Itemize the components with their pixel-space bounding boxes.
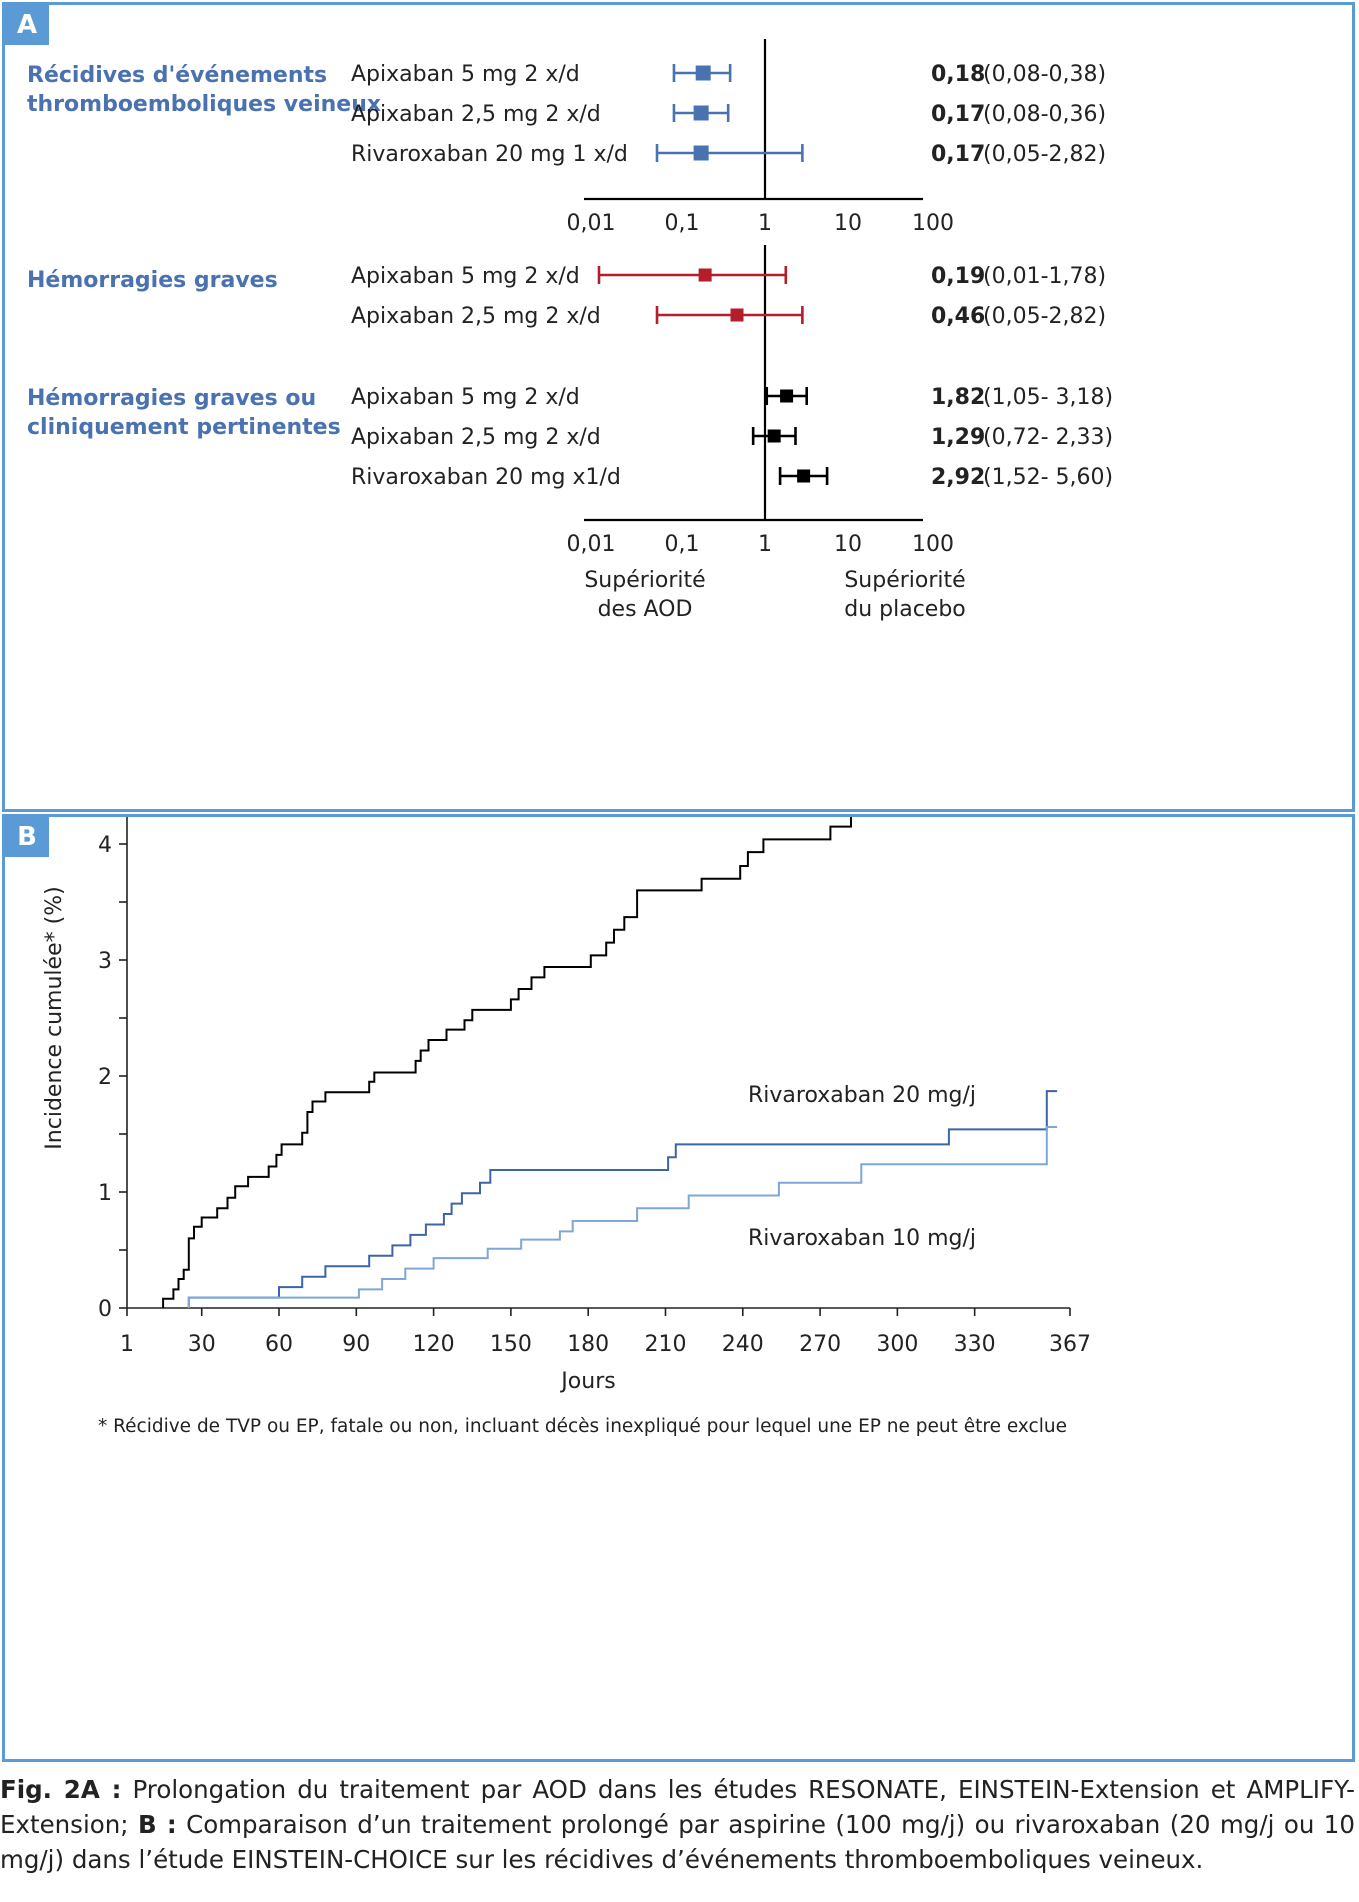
x-tick-label: 0,1 xyxy=(665,532,700,557)
panel-a-tag: A xyxy=(5,5,49,45)
row-label: Apixaban 2,5 mg 2 x/d xyxy=(351,102,601,127)
caption-label-b: B : xyxy=(137,1810,177,1839)
group-title: thromboemboliques veineux xyxy=(27,92,381,117)
y-tick-label: 4 xyxy=(98,833,112,858)
series-line-0 xyxy=(162,817,852,1308)
estimate-value: 1,82 xyxy=(931,385,985,410)
x-tick-label: 330 xyxy=(954,1332,996,1357)
x-tick-label: 100 xyxy=(912,211,954,236)
row-label: Rivaroxaban 20 mg 1 x/d xyxy=(351,142,628,167)
ci-value: (1,52- 5,60) xyxy=(983,465,1113,490)
forest-plot: 0,01 0,1 1 10 100 0,01 0,1 1 10 100 Supériorité des… xyxy=(27,39,1113,622)
estimate-value: 0,19 xyxy=(931,264,985,289)
estimate-marker xyxy=(693,105,709,121)
bottom-label-left: des AOD xyxy=(598,597,693,622)
x-tick-label: 100 xyxy=(912,532,954,557)
group-title: Hémorragies graves ou xyxy=(27,386,316,411)
x-tick-label: 300 xyxy=(876,1332,918,1357)
estimate-marker xyxy=(730,308,744,322)
x-tick-label: 0,01 xyxy=(567,532,616,557)
group-title: Récidives d'événements xyxy=(27,63,327,88)
group-title: cliniquement pertinentes xyxy=(27,415,341,440)
estimate-value: 2,92 xyxy=(931,465,985,490)
estimate-value: 0,17 xyxy=(931,102,985,127)
series-line-1 xyxy=(187,1090,1058,1308)
group-title: Hémorragies graves xyxy=(27,268,278,293)
series-label: Rivaroxaban 20 mg/j xyxy=(748,1083,976,1108)
row-label: Apixaban 2,5 mg 2 x/d xyxy=(351,304,601,329)
ci-value: (0,01-1,78) xyxy=(983,264,1106,289)
x-tick-label: 270 xyxy=(799,1332,841,1357)
caption-text-a: Prolongation du traitement par AOD dans … xyxy=(0,1775,1355,1839)
estimate-marker xyxy=(797,469,811,483)
estimate-marker xyxy=(695,65,711,81)
ci-value: (0,72- 2,33) xyxy=(983,425,1113,450)
ci-value: (0,08-0,36) xyxy=(983,102,1106,127)
estimate-value: 0,46 xyxy=(931,304,985,329)
bottom-label-left: Supériorité xyxy=(584,568,705,593)
x-tick-label: 210 xyxy=(644,1332,686,1357)
estimate-marker xyxy=(693,145,709,161)
estimate-marker xyxy=(780,389,794,403)
x-tick-label: 60 xyxy=(265,1332,293,1357)
x-tick-label: 30 xyxy=(188,1332,216,1357)
series-label: Rivaroxaban 10 mg/j xyxy=(748,1226,976,1251)
y-tick-label: 3 xyxy=(98,949,112,974)
x-tick-label: 1 xyxy=(758,211,772,236)
panel-b: B 01234513060901201501802102402703003303… xyxy=(2,814,1355,1762)
panel-b-tag: B xyxy=(5,817,49,857)
x-tick-label: 0,1 xyxy=(665,211,700,236)
x-tick-label: 1 xyxy=(758,532,772,557)
panel-a: A 0,01 0,1 1 10 100 0,01 0,1 1 10 100 Supériorité d… xyxy=(2,2,1355,812)
x-tick-label: 0,01 xyxy=(567,211,616,236)
x-tick-label: 240 xyxy=(722,1332,764,1357)
x-tick-label: 180 xyxy=(567,1332,609,1357)
x-tick-label: 120 xyxy=(413,1332,455,1357)
series-line-2 xyxy=(187,1126,1058,1308)
estimate-marker xyxy=(767,429,781,443)
x-tick-label: 10 xyxy=(834,211,862,236)
figure-caption: Fig. 2A : Prolongation du traitement par… xyxy=(0,1772,1355,1877)
ci-value: (1,05- 3,18) xyxy=(983,385,1113,410)
row-label: Apixaban 5 mg 2 x/d xyxy=(351,385,580,410)
ci-value: (0,05-2,82) xyxy=(983,142,1106,167)
y-tick-label: 1 xyxy=(98,1181,112,1206)
estimate-marker xyxy=(698,268,712,282)
incidence-step-chart: 0123451306090120150180210240270300330367… xyxy=(42,817,1091,1437)
x-tick-label: 367 xyxy=(1049,1332,1091,1357)
caption-fig-label: Fig. 2A : xyxy=(0,1775,122,1804)
y-tick-label: 2 xyxy=(98,1065,112,1090)
x-axis-label: Jours xyxy=(559,1369,615,1394)
estimate-value: 1,29 xyxy=(931,425,985,450)
x-tick-label: 1 xyxy=(120,1332,134,1357)
row-label: Apixaban 5 mg 2 x/d xyxy=(351,264,580,289)
ci-value: (0,08-0,38) xyxy=(983,62,1106,87)
y-tick-label: 0 xyxy=(98,1297,112,1322)
row-label: Rivaroxaban 20 mg x1/d xyxy=(351,465,621,490)
x-tick-label: 150 xyxy=(490,1332,532,1357)
x-tick-label: 10 xyxy=(834,532,862,557)
y-axis-label: Incidence cumulée* (%) xyxy=(42,886,67,1149)
estimate-value: 0,18 xyxy=(931,62,985,87)
footnote: * Récidive de TVP ou EP, fatale ou non, … xyxy=(98,1416,1067,1437)
bottom-label-right: du placebo xyxy=(844,597,966,622)
estimate-value: 0,17 xyxy=(931,142,985,167)
x-tick-label: 90 xyxy=(342,1332,370,1357)
caption-text-b: Comparaison d’un traitement prolongé par… xyxy=(0,1810,1355,1874)
bottom-label-right: Supériorité xyxy=(844,568,965,593)
ci-value: (0,05-2,82) xyxy=(983,304,1106,329)
row-label: Apixaban 5 mg 2 x/d xyxy=(351,62,580,87)
row-label: Apixaban 2,5 mg 2 x/d xyxy=(351,425,601,450)
